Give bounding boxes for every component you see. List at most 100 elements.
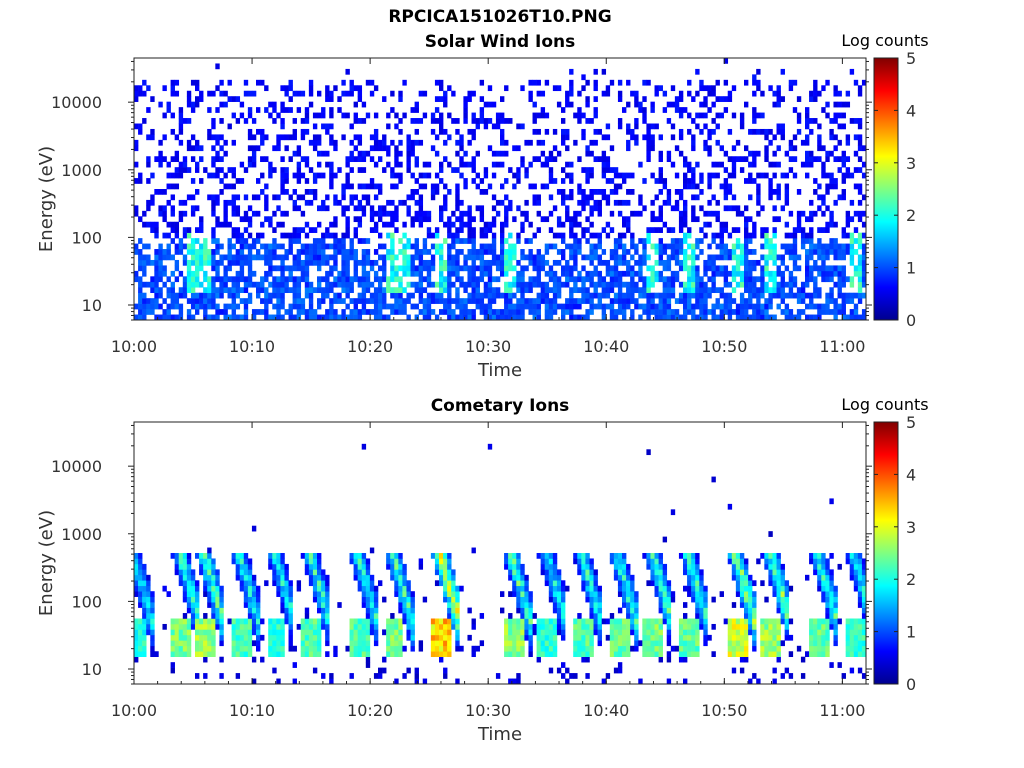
heatmap-cell	[670, 314, 676, 321]
heatmap-cell	[861, 270, 867, 277]
heatmap-cell	[837, 194, 842, 201]
heatmap-cell	[443, 156, 448, 163]
heatmap-cell	[573, 640, 578, 647]
heatmap-cell	[390, 139, 395, 146]
heatmap-cell	[528, 281, 533, 288]
heatmap-cell	[662, 281, 668, 288]
heatmap-cell	[695, 254, 700, 261]
heatmap-cell	[861, 281, 867, 288]
heatmap-cell	[207, 602, 212, 608]
heatmap-cell	[447, 613, 452, 619]
heatmap-cell	[365, 574, 371, 581]
heatmap-cell	[609, 270, 615, 277]
heatmap-cell	[386, 623, 391, 630]
heatmap-cell	[369, 156, 375, 163]
heatmap-cell	[280, 167, 285, 173]
heatmap-cell	[565, 265, 570, 272]
heatmap-cell	[577, 640, 582, 647]
heatmap-cell	[841, 265, 846, 272]
heatmap-cell	[333, 139, 338, 146]
heatmap-cell	[288, 623, 293, 630]
heatmap-cell	[670, 123, 676, 130]
heatmap-cell	[146, 618, 151, 625]
heatmap-cell	[190, 79, 196, 86]
heatmap-cell	[308, 580, 314, 587]
heatmap-cell	[845, 139, 851, 146]
heatmap-cell	[845, 298, 851, 304]
heatmap-cell	[239, 287, 245, 294]
heatmap-cell	[727, 96, 733, 102]
heatmap-cell	[142, 265, 147, 272]
heatmap-cell	[528, 591, 533, 597]
heatmap-cell	[361, 634, 367, 641]
heatmap-cell	[678, 96, 684, 102]
heatmap-cell	[666, 243, 672, 250]
heatmap-cell	[536, 79, 541, 86]
heatmap-cell	[695, 281, 700, 288]
heatmap-cell	[707, 634, 712, 641]
heatmap-cell	[695, 591, 700, 597]
heatmap-cell	[349, 194, 354, 201]
heatmap-cell	[199, 640, 204, 647]
heatmap-cell	[552, 580, 558, 587]
heatmap-cell	[398, 623, 403, 630]
heatmap-cell	[573, 298, 578, 304]
heatmap-cell	[589, 585, 594, 592]
heatmap-cell	[146, 591, 151, 597]
heatmap-cell	[699, 178, 704, 184]
heatmap-cell	[373, 139, 379, 146]
heatmap-cell	[548, 314, 554, 321]
heatmap-cell	[463, 238, 468, 244]
heatmap-cell	[178, 161, 184, 168]
heatmap-cell	[569, 221, 574, 228]
heatmap-cell	[317, 205, 322, 212]
heatmap-cell	[211, 265, 216, 272]
heatmap-cell	[723, 243, 729, 250]
heatmap-cell	[373, 314, 379, 321]
heatmap-cell	[699, 281, 704, 288]
heatmap-cell	[134, 569, 139, 576]
heatmap-cell	[552, 569, 558, 576]
heatmap-cell	[605, 194, 611, 201]
heatmap-cell	[353, 156, 358, 163]
heatmap-cell	[593, 607, 598, 614]
heatmap-cell	[813, 96, 818, 102]
heatmap-cell	[455, 629, 460, 636]
heatmap-cell	[650, 623, 655, 630]
heatmap-cell	[325, 96, 330, 102]
heatmap-cell	[378, 210, 383, 217]
heatmap-cell	[544, 156, 550, 163]
heatmap-cell	[731, 270, 737, 277]
heatmap-cell	[365, 112, 371, 119]
heatmap-cell	[544, 112, 550, 119]
heatmap-cell	[581, 287, 586, 294]
heatmap-cell	[703, 270, 708, 277]
heatmap-cell	[190, 292, 196, 299]
heatmap-cell	[203, 629, 208, 636]
heatmap-cell	[386, 199, 391, 206]
heatmap-cell	[378, 232, 383, 239]
heatmap-cell	[243, 640, 249, 647]
heatmap-cell	[138, 629, 143, 636]
heatmap-cell	[544, 287, 550, 294]
heatmap-cell	[471, 309, 476, 315]
heatmap-cell	[170, 156, 175, 163]
heatmap-cell	[251, 656, 257, 663]
heatmap-cell	[317, 287, 322, 294]
heatmap-cell	[487, 303, 493, 310]
heatmap-cell	[349, 249, 354, 255]
heatmap-cell	[735, 281, 741, 288]
heatmap-cell	[459, 227, 464, 233]
heatmap-cell	[329, 243, 334, 250]
heatmap-cell	[508, 199, 513, 206]
heatmap-cell	[711, 194, 716, 201]
heatmap-cell	[540, 634, 546, 641]
heatmap-cell	[166, 249, 171, 255]
heatmap-cell	[540, 618, 546, 625]
heatmap-cell	[247, 221, 253, 228]
heatmap-cell	[711, 210, 716, 217]
heatmap-cell	[443, 281, 448, 288]
heatmap-cell	[483, 314, 489, 321]
heatmap-cell	[353, 634, 358, 641]
heatmap-cell	[569, 292, 574, 299]
